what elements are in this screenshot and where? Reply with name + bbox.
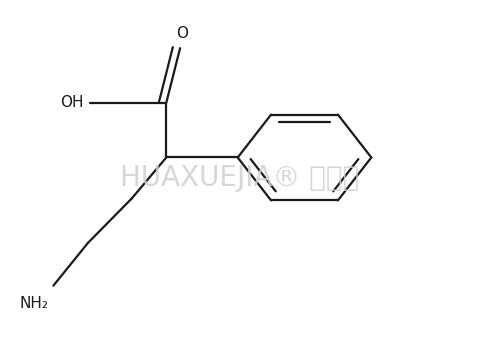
Text: O: O [176, 26, 188, 41]
Text: OH: OH [60, 95, 84, 110]
Text: NH₂: NH₂ [20, 296, 49, 311]
Text: HUAXUEJIA® 化学加: HUAXUEJIA® 化学加 [120, 164, 360, 192]
